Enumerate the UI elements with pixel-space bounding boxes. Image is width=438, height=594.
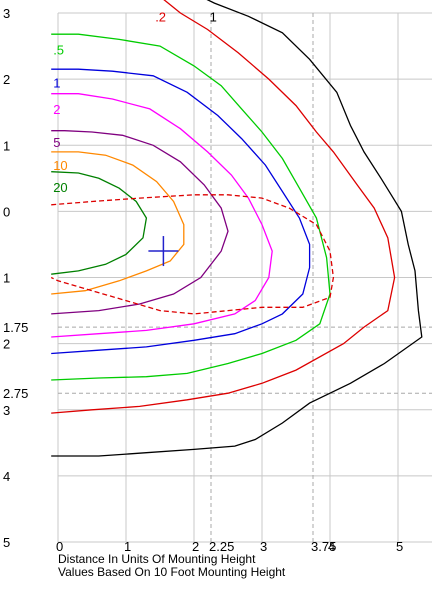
y-axis-ticks: 3 2 1 0 1 1.75 2 2.75 3 4 5 [3,6,28,550]
contour-label: .5 [53,42,64,57]
contour-label: 5 [53,135,60,150]
y-tick-label: 4 [3,469,10,484]
contour-line [51,0,396,414]
x-axis-ticks: 0 1 2 2.25 3 3.754 5 [56,539,403,554]
contour-label: 1 [210,9,217,24]
contour-line [51,0,423,457]
contour-label: 2 [53,102,60,117]
fixture-marker [148,236,179,267]
contour-line [51,93,273,338]
contour-line [51,130,229,315]
contour-labels: .2 1 .5 1 2 5 10 20 [53,9,217,195]
x-tick-label: 1 [124,539,131,554]
contour-line [51,151,185,295]
y-tick-label: 3 [3,403,10,418]
contour-label: 1 [53,75,60,90]
dashed-gridlines [58,13,432,542]
y-tick-label: 2 [3,337,10,352]
x-tick-label: 2 [192,539,199,554]
contour-line [51,68,311,355]
y-tick-label: 1 [3,271,10,286]
axis-caption-line1: Distance In Units Of Mounting Height [58,552,256,566]
y-tick-label: 2 [3,72,10,87]
y-tick-label: 1 [3,138,10,153]
x-tick-label: 3.75 [311,539,336,554]
contour-line [51,33,331,381]
y-tick-label: 5 [3,535,10,550]
x-tick-label: 2.25 [209,539,234,554]
y-tick-label: 2.75 [3,386,28,401]
contour-label: 20 [53,180,67,195]
grid [57,12,432,543]
contour-label: 10 [53,158,67,173]
contour-line [51,171,148,275]
x-tick-label: 0 [56,539,63,554]
y-tick-label: 1.75 [3,320,28,335]
y-tick-label: 3 [3,6,10,21]
axis-caption-line2: Values Based On 10 Foot Mounting Height [58,565,286,579]
x-tick-label: 4 [328,539,335,554]
contour-label: .2 [155,9,166,24]
contour-lines [50,0,423,457]
y-tick-label: 0 [3,204,10,219]
x-tick-label: 5 [396,539,403,554]
x-tick-label: 3 [260,539,267,554]
contour-line-dashed [50,194,335,315]
